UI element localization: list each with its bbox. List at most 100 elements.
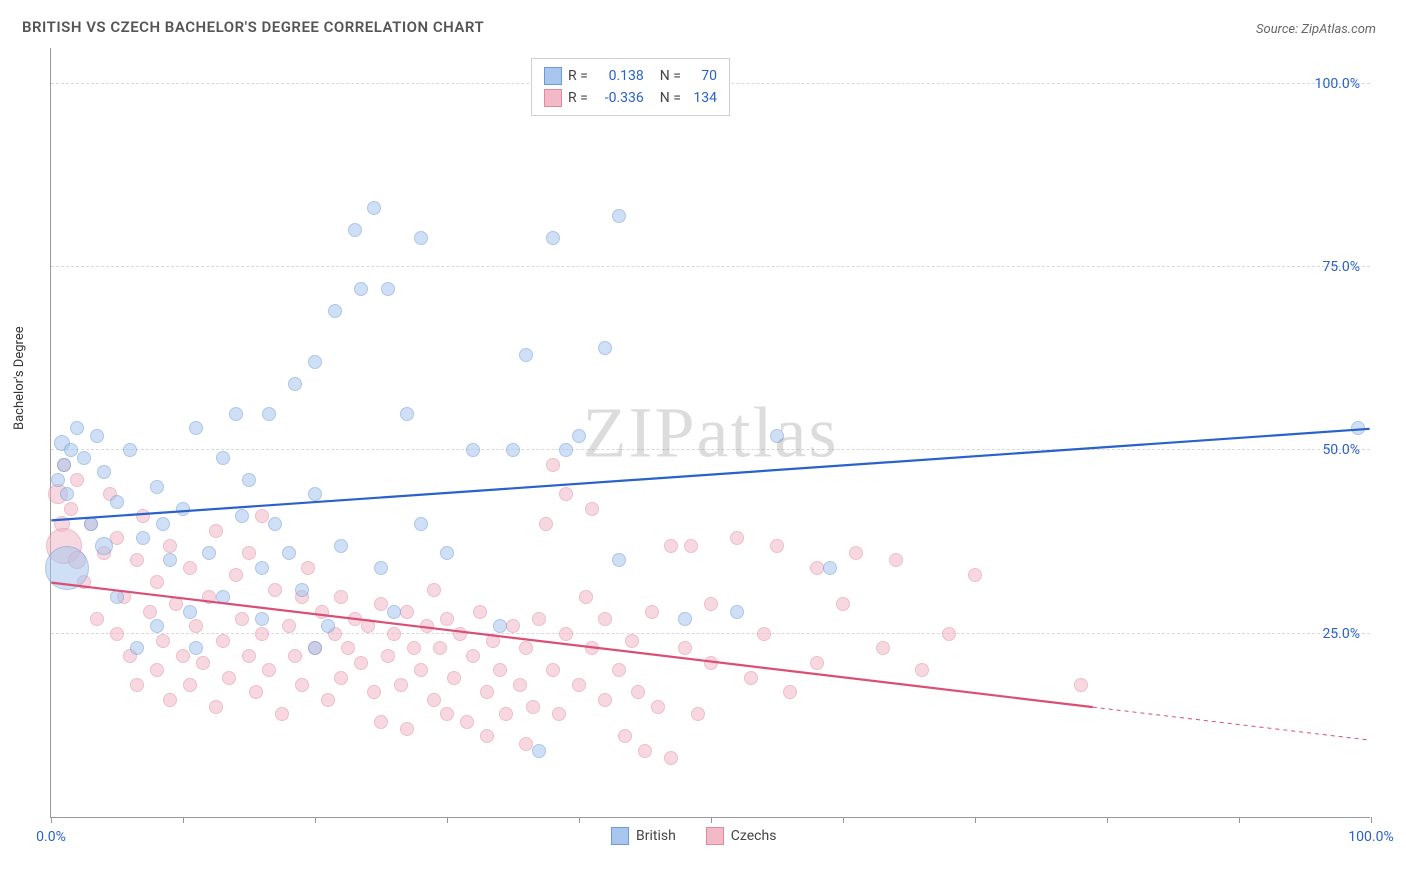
stats-row-czechs: R = -0.336 N = 134 [544, 87, 717, 109]
data-point [704, 656, 718, 670]
data-point [90, 429, 104, 443]
data-point [466, 649, 480, 663]
data-point [222, 671, 236, 685]
data-point [519, 348, 533, 362]
legend-label-czechs: Czechs [731, 828, 777, 844]
legend-item-czechs: Czechs [706, 827, 777, 845]
xtick [711, 817, 712, 823]
data-point [367, 201, 381, 215]
swatch-icon [611, 827, 629, 845]
gridline [51, 633, 1370, 634]
data-point [229, 568, 243, 582]
data-point [1074, 678, 1088, 692]
data-point [334, 539, 348, 553]
data-point [466, 443, 480, 457]
n-value-british: 70 [687, 68, 717, 84]
data-point [354, 282, 368, 296]
data-point [968, 568, 982, 582]
data-point [354, 656, 368, 670]
data-point [209, 524, 223, 538]
data-point [757, 627, 771, 641]
data-point [823, 561, 837, 575]
data-point [440, 707, 454, 721]
n-label: N = [660, 68, 681, 84]
data-point [519, 641, 533, 655]
watermark-zip: ZIP [583, 392, 697, 472]
data-point [427, 693, 441, 707]
data-point [552, 707, 566, 721]
data-point [691, 707, 705, 721]
data-point [361, 619, 375, 633]
gridline [51, 266, 1370, 267]
data-point [321, 619, 335, 633]
data-point [262, 407, 276, 421]
data-point [163, 539, 177, 553]
data-point [308, 355, 322, 369]
data-point [268, 583, 282, 597]
data-point [770, 429, 784, 443]
data-point [684, 539, 698, 553]
r-label: R = [568, 90, 588, 106]
xtick [51, 817, 52, 823]
ytick-label: 50.0% [1322, 442, 1360, 458]
data-point [645, 605, 659, 619]
data-point [156, 634, 170, 648]
data-point [334, 590, 348, 604]
data-point [97, 465, 111, 479]
data-point [539, 517, 553, 531]
xtick [843, 817, 844, 823]
swatch-icon [706, 827, 724, 845]
data-point [262, 663, 276, 677]
data-point [400, 407, 414, 421]
data-point [70, 473, 84, 487]
data-point [387, 605, 401, 619]
data-point [400, 722, 414, 736]
n-label: N = [660, 90, 681, 106]
data-point [196, 656, 210, 670]
legend-label-british: British [636, 828, 676, 844]
xtick [1239, 817, 1240, 823]
data-point [612, 209, 626, 223]
data-point [183, 605, 197, 619]
data-point [321, 693, 335, 707]
data-point [295, 678, 309, 692]
data-point [453, 627, 467, 641]
data-point [348, 223, 362, 237]
legend-item-british: British [611, 827, 676, 845]
data-point [235, 509, 249, 523]
y-axis-label: Bachelor's Degree [12, 326, 27, 430]
data-point [598, 341, 612, 355]
data-point [301, 561, 315, 575]
data-point [295, 583, 309, 597]
data-point [275, 707, 289, 721]
data-point [143, 605, 157, 619]
data-point [64, 443, 78, 457]
data-point [255, 561, 269, 575]
data-point [414, 231, 428, 245]
gridline [51, 449, 1370, 450]
data-point [189, 619, 203, 633]
data-point [77, 451, 91, 465]
data-point [559, 627, 573, 641]
data-point [242, 473, 256, 487]
ytick-label: 100.0% [1315, 76, 1360, 92]
data-point [288, 377, 302, 391]
data-point [598, 612, 612, 626]
data-point [664, 539, 678, 553]
data-point [414, 517, 428, 531]
data-point [176, 502, 190, 516]
data-point [440, 546, 454, 560]
data-point [625, 634, 639, 648]
data-point [612, 553, 626, 567]
data-point [130, 641, 144, 655]
watermark-atlas: atlas [697, 392, 839, 472]
data-point [90, 612, 104, 626]
data-point [526, 700, 540, 714]
data-point [400, 605, 414, 619]
data-point [150, 480, 164, 494]
data-point [585, 502, 599, 516]
data-point [183, 678, 197, 692]
data-point [598, 693, 612, 707]
stats-legend: R = 0.138 N = 70 R = -0.336 N = 134 [531, 58, 730, 116]
data-point [156, 517, 170, 531]
